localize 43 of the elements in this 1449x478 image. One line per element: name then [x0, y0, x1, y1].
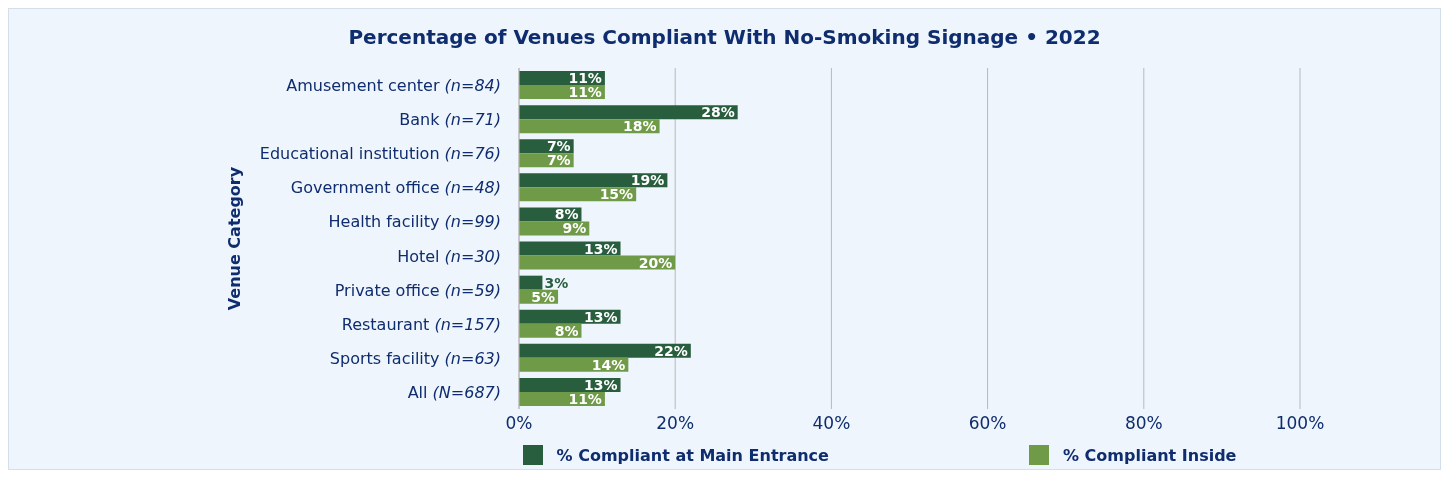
x-tick-label: 0%: [505, 413, 533, 434]
x-tick-label: 60%: [968, 413, 1007, 434]
bar: [519, 275, 543, 290]
data-label: 8%: [554, 322, 579, 339]
y-tick-label: Hotel (n=30): [397, 246, 501, 266]
bar: [519, 105, 738, 120]
data-label: 7%: [546, 138, 571, 155]
data-label: 3%: [544, 274, 569, 291]
data-label: 13%: [584, 240, 618, 257]
data-label: 15%: [599, 186, 634, 203]
y-tick-label: All (N=687): [407, 382, 501, 402]
data-label: 5%: [531, 288, 556, 305]
bar: [519, 343, 691, 358]
data-label: 19%: [630, 172, 665, 189]
x-tick-label: 100%: [1275, 413, 1325, 434]
data-label: 22%: [654, 342, 688, 359]
data-label: 14%: [591, 356, 626, 373]
data-label: 13%: [584, 376, 618, 393]
chart-title: Percentage of Venues Compliant With No-Smoking Signage • 2022: [347, 24, 1102, 51]
y-tick-label: Educational institution (n=76): [259, 144, 501, 164]
data-label: 8%: [554, 206, 579, 223]
legend-label: % Compliant Inside: [1062, 445, 1237, 465]
data-label: 18%: [623, 118, 657, 135]
y-tick-label: Health facility (n=99): [328, 212, 501, 232]
y-tick-label: Amusement center (n=84): [286, 76, 501, 96]
data-label: 7%: [546, 152, 571, 169]
x-tick-label: 20%: [656, 413, 695, 434]
data-label: 11%: [568, 70, 602, 87]
data-label: 28%: [701, 104, 735, 121]
y-tick-label: Restaurant (n=157): [341, 314, 501, 334]
y-axis-title: Venue Category: [224, 166, 244, 311]
y-tick-label: Bank (n=71): [399, 110, 501, 130]
y-tick-label: Government office (n=48): [290, 178, 501, 198]
data-label: 20%: [638, 254, 673, 271]
data-label: 11%: [568, 390, 602, 407]
y-tick-label: Sports facility (n=63): [329, 348, 501, 368]
y-tick-label: Private office (n=59): [334, 280, 501, 300]
data-label: 11%: [568, 84, 602, 101]
data-label: 13%: [584, 308, 618, 325]
x-tick-label: 80%: [1124, 413, 1163, 434]
data-label: 9%: [562, 220, 587, 237]
legend-label: % Compliant at Main Entrance: [556, 445, 829, 465]
x-tick-label: 40%: [812, 413, 851, 434]
